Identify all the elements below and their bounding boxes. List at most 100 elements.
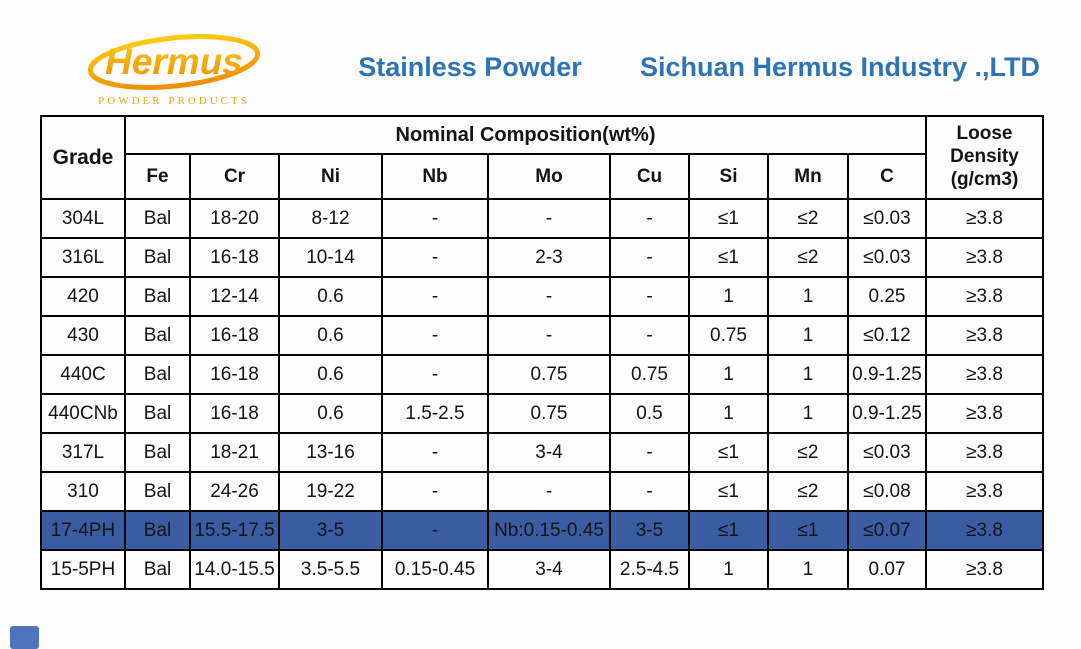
- value-cell: 1: [688, 276, 769, 317]
- value-cell: 0.75: [487, 354, 611, 395]
- grade-cell: 440CNb: [40, 393, 126, 434]
- value-cell: Bal: [124, 237, 191, 278]
- value-cell: 1: [767, 393, 849, 434]
- value-cell: Bal: [124, 432, 191, 473]
- value-cell: -: [609, 237, 690, 278]
- value-cell: ≤1: [688, 510, 769, 551]
- value-cell: Bal: [124, 354, 191, 395]
- logo-wordmark: Hermus: [105, 41, 243, 82]
- value-cell: ≤0.03: [847, 198, 927, 239]
- value-cell: 1: [767, 315, 849, 356]
- value-cell: 1: [767, 549, 849, 590]
- grade-column-header: Grade: [40, 115, 126, 200]
- grade-row-430: 430 Bal 16-18 0.6- - -0.75 1 ≤0.12 ≥3.8: [40, 315, 1044, 356]
- value-cell: -: [487, 315, 611, 356]
- value-cell: 13-16: [278, 432, 383, 473]
- value-cell: ≤2: [767, 471, 849, 512]
- hermus-logo-graphic: Hermus: [87, 34, 261, 90]
- value-cell: 1: [688, 549, 769, 590]
- value-cell: 3-4: [487, 432, 611, 473]
- value-cell: ≥3.8: [925, 198, 1044, 239]
- value-cell: -: [381, 198, 489, 239]
- value-cell: 0.9-1.25: [847, 354, 927, 395]
- value-cell: ≥3.8: [925, 393, 1044, 434]
- value-cell: Bal: [124, 315, 191, 356]
- value-cell: -: [381, 237, 489, 278]
- grade-cell: 304L: [40, 198, 126, 239]
- grade-row-15-5ph: 15-5PH Bal 14.0-15.5 3.5-5.5 0.15-0.45 3-4 2.5…: [40, 549, 1044, 590]
- grade-row-440c: 440C Bal 16-18 0.6-0.75 0.75 1 1 0.9-1.25 ≥3.8: [40, 354, 1044, 395]
- value-cell: 12-14: [189, 276, 280, 317]
- value-cell: 16-18: [189, 315, 280, 356]
- value-cell: ≤1: [688, 237, 769, 278]
- value-cell: -: [381, 315, 489, 356]
- value-cell: 0.07: [847, 549, 927, 590]
- grade-cell: 310: [40, 471, 126, 512]
- value-cell: ≥3.8: [925, 510, 1044, 551]
- logo-swoosh-ellipse: [87, 34, 261, 90]
- value-cell: 10-14: [278, 237, 383, 278]
- value-cell: ≤0.07: [847, 510, 927, 551]
- grade-cell: 430: [40, 315, 126, 356]
- value-cell: -: [609, 432, 690, 473]
- value-cell: 2-3: [487, 237, 611, 278]
- company-name: Sichuan Hermus Industry .,LTD: [639, 52, 1041, 82]
- value-cell: ≤0.08: [847, 471, 927, 512]
- grade-cell: 420: [40, 276, 126, 317]
- value-cell: 0.15-0.45: [381, 549, 489, 590]
- value-cell: Bal: [124, 510, 191, 551]
- grade-cell: 317L: [40, 432, 126, 473]
- value-cell: 3-4: [487, 549, 611, 590]
- value-cell: Bal: [124, 393, 191, 434]
- value-cell: ≤1: [688, 471, 769, 512]
- header-row-elements: Fe Cr Ni Nb Mo Cu Si Mn C: [41, 153, 1043, 200]
- column-header-si: Si: [688, 153, 769, 200]
- value-cell: 14.0-15.5: [189, 549, 280, 590]
- value-cell: 2.5-4.5: [609, 549, 690, 590]
- hermus-logo: Hermus POWDER PRODUCTS: [84, 24, 264, 107]
- grade-row-317l: 317L Bal 18-21 13-16-3-4- ≤1 ≤2 ≤0.03 ≥3.8: [40, 432, 1044, 473]
- column-header-cr: Cr: [189, 153, 280, 200]
- value-cell: 19-22: [278, 471, 383, 512]
- grade-row-316l: 316L Bal 16-18 10-14-2-3- ≤1 ≤2 ≤0.03 ≥3.8: [40, 237, 1044, 278]
- value-cell: 1.5-2.5: [381, 393, 489, 434]
- column-header-mo: Mo: [487, 153, 611, 200]
- value-cell: -: [609, 315, 690, 356]
- value-cell: -: [487, 471, 611, 512]
- value-cell: 0.6: [278, 315, 383, 356]
- value-cell: Bal: [124, 471, 191, 512]
- value-cell: ≤0.03: [847, 237, 927, 278]
- value-cell: 3.5-5.5: [278, 549, 383, 590]
- column-header-cu: Cu: [609, 153, 690, 200]
- density-header-line2: Density: [950, 146, 1019, 168]
- value-cell: 16-18: [189, 354, 280, 395]
- value-cell: 0.6: [278, 354, 383, 395]
- column-header-nb: Nb: [381, 153, 489, 200]
- value-cell: 16-18: [189, 237, 280, 278]
- value-cell: 15.5-17.5: [189, 510, 280, 551]
- value-cell: ≥3.8: [925, 549, 1044, 590]
- value-cell: Bal: [124, 549, 191, 590]
- value-cell: 1: [688, 354, 769, 395]
- value-cell: 0.75: [688, 315, 769, 356]
- header-row-top: Grade Nominal Composition(wt%) Loose Den…: [40, 115, 1044, 200]
- value-cell: 0.75: [487, 393, 611, 434]
- value-cell: 1: [767, 354, 849, 395]
- value-cell: ≤0.12: [847, 315, 927, 356]
- value-cell: 3-5: [278, 510, 383, 551]
- value-cell: ≥3.8: [925, 354, 1044, 395]
- grade-row-420: 420 Bal 12-14 0.6- - -1 1 0.25 ≥3.8: [40, 276, 1044, 317]
- grade-row-17-4ph: 17-4PH Bal 15.5-17.5 3-5- Nb:0.15-0.45 3-5 ≤1 ≤…: [40, 510, 1044, 551]
- value-cell: ≥3.8: [925, 471, 1044, 512]
- value-cell: Bal: [124, 276, 191, 317]
- column-header-fe: Fe: [124, 153, 191, 200]
- value-cell: -: [381, 510, 489, 551]
- value-cell: Bal: [124, 198, 191, 239]
- value-cell: ≥3.8: [925, 315, 1044, 356]
- value-cell: 18-20: [189, 198, 280, 239]
- value-cell: -: [487, 276, 611, 317]
- value-cell: 8-12: [278, 198, 383, 239]
- product-title: Stainless Powder: [358, 52, 582, 82]
- composition-table: Grade Nominal Composition(wt%) Loose Den…: [40, 115, 1044, 590]
